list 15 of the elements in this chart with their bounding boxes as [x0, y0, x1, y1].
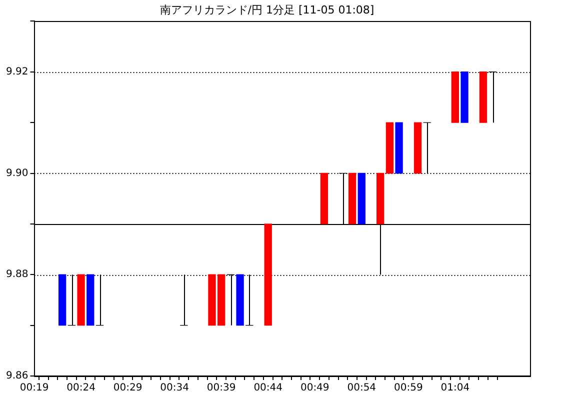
- x-tick-label: 00:24: [66, 382, 96, 394]
- x-tick-label: 00:59: [394, 382, 423, 394]
- x-tick-label: 00:34: [160, 382, 189, 394]
- chart-title: 南アフリカランド/円 1分足 [11-05 01:08]: [160, 3, 374, 16]
- x-tick-label: 00:49: [300, 382, 330, 394]
- x-tick-label: 00:29: [113, 382, 142, 394]
- x-tick-label: 00:44: [254, 382, 283, 394]
- x-tick-label: 00:39: [206, 382, 236, 394]
- y-tick-label: 9.86: [6, 370, 28, 382]
- y-tick-label: 9.92: [6, 66, 28, 78]
- x-tick-label: 00:54: [347, 382, 376, 394]
- x-tick-label: 01:04: [440, 382, 470, 394]
- y-tick-label: 9.88: [6, 269, 28, 280]
- y-tick-label: 9.90: [6, 168, 28, 179]
- x-tick-label: 00:19: [20, 382, 49, 394]
